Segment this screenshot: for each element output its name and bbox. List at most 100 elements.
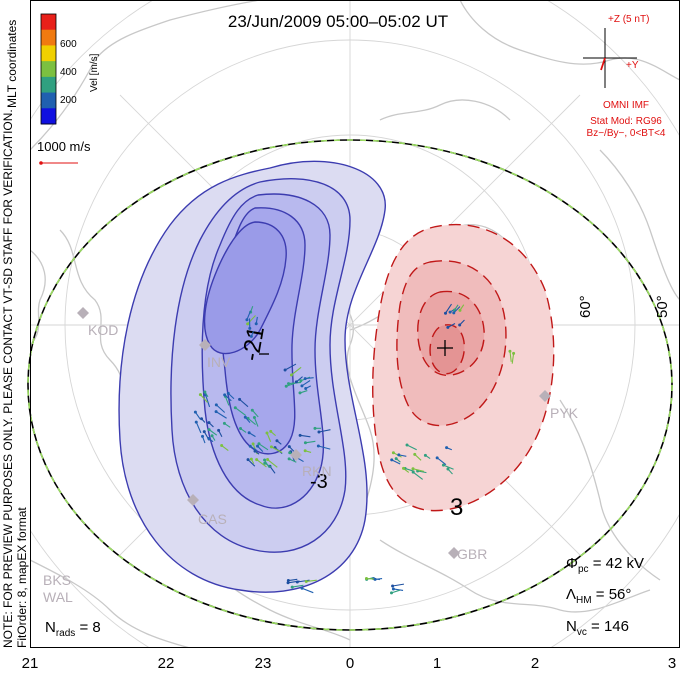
velocity-vector (300, 434, 311, 438)
colorbar-swatches (41, 14, 56, 125)
velocity-vector (306, 579, 317, 583)
velocity-vector-origin (249, 334, 253, 338)
coordinates-label: MLT coordinates (5, 20, 19, 108)
velocity-vector (406, 444, 417, 451)
velocity-vector-origin (458, 323, 462, 327)
contour-label-pos: 3 (450, 494, 463, 521)
imf-vector (600, 57, 606, 71)
velocity-vector-origin (265, 431, 269, 435)
imf-source-label: OMNI IMF (603, 100, 649, 111)
velocity-vector (305, 440, 316, 444)
mlt-axis: 21 22 23 0 1 2 3 (22, 655, 677, 672)
velocity-vector (392, 583, 405, 587)
velocity-vector-origin (202, 430, 206, 434)
mlt-label-2: 2 (531, 655, 539, 672)
velocity-vector (509, 351, 512, 362)
imf-condition-label: Bz−/By−, 0<BT<4 (587, 128, 666, 139)
velocity-vector-origin (287, 382, 291, 386)
station-marker (199, 339, 211, 351)
velocity-vector-origin (214, 410, 218, 414)
svg-text:Nvc = 146: Nvc = 146 (566, 618, 629, 638)
velocity-vector-origin (304, 580, 308, 584)
velocity-vector-origin (303, 449, 307, 453)
colorbar-swatch (41, 92, 56, 109)
stats-phi-pc: Φpc = 42 kV (566, 555, 644, 575)
velocity-vector-origin (255, 458, 259, 462)
velocity-vector-origin (269, 429, 273, 433)
velocity-vector (208, 429, 218, 436)
velocity-vector-origin (263, 458, 267, 462)
velocity-vector-origin (243, 415, 247, 419)
colorbar-tick-200: 200 (60, 95, 77, 106)
velocity-vector (256, 459, 267, 468)
velocity-vector-origin (391, 584, 395, 588)
station-label-inv: INV (207, 354, 231, 370)
colorbar-swatch (41, 14, 56, 31)
velocity-vector-origin (248, 444, 252, 448)
velocity-vector-origin (222, 421, 226, 425)
mlt-label-21: 21 (22, 655, 39, 672)
velocity-vector-origin (394, 457, 398, 461)
velocity-vector-origin (263, 461, 267, 465)
velocity-vector-origin (286, 581, 290, 585)
velocity-vector-origin (452, 311, 456, 315)
svg-text:Φpc = 42 kV: Φpc = 42 kV (566, 555, 644, 575)
velocity-vector-origin (389, 591, 393, 595)
colorbar-frame (40, 13, 57, 125)
colorbar-swatch (41, 108, 56, 125)
station-marker (187, 494, 199, 506)
imf-model-label: Stat Mod: RG96 (590, 116, 662, 127)
mlt-label-22: 22 (158, 655, 175, 672)
mlt-label-3: 3 (668, 655, 676, 672)
velocity-vector (318, 445, 331, 450)
velocity-vector-origin (391, 587, 395, 591)
velocity-vector-origin (446, 467, 450, 471)
velocity-vector-origin (405, 443, 409, 447)
stats-n-rads-value: 8 (92, 619, 100, 636)
velocity-vector-origin (290, 585, 294, 589)
velocity-vector-origin (411, 470, 415, 474)
velocity-vector-origin (445, 446, 449, 450)
velocity-vector-origin (217, 428, 221, 432)
velocity-vector (246, 310, 252, 320)
latitude-label-50: 50° (654, 295, 671, 318)
velocity-vector-origin (269, 445, 273, 449)
stats-n-vc-value: 146 (604, 618, 629, 635)
velocity-vector-origin (207, 421, 211, 425)
vector-scale-label: 1000 m/s (37, 139, 91, 154)
station-marker (539, 390, 551, 402)
velocity-vector-origin (423, 453, 427, 457)
velocity-vector-origin (198, 393, 202, 397)
velocity-vector-origin (289, 373, 293, 377)
contour-label-neg2: -3 (310, 471, 328, 493)
velocity-vector (247, 417, 256, 426)
velocity-vector (412, 468, 425, 472)
velocity-vector (271, 446, 283, 454)
velocity-vector-origin (223, 393, 227, 397)
velocity-vector-origin (287, 457, 291, 461)
velocity-vector-origin (220, 444, 224, 448)
velocity-vector (195, 421, 202, 434)
velocity-vector (258, 443, 269, 451)
velocity-vector-origin (288, 451, 292, 455)
contour-label-neg1: -21 (237, 324, 270, 363)
velocity-vector-origin (298, 391, 302, 395)
velocity-vector-origin (210, 434, 214, 438)
velocity-vector (234, 407, 247, 416)
velocity-vector-origin (207, 437, 211, 441)
velocity-vectors (193, 303, 516, 595)
velocity-vector-origin (256, 444, 260, 448)
velocity-vector (205, 394, 211, 408)
velocity-vector-origin (316, 444, 320, 448)
station-label-bks: BKS (43, 572, 71, 588)
velocity-vector (393, 588, 404, 591)
station-label-kod: KOD (88, 322, 118, 338)
velocity-vector-origin (448, 310, 452, 314)
potential-max-marker (437, 340, 453, 356)
velocity-vector (436, 457, 447, 466)
velocity-vector-origin (275, 439, 279, 443)
velocity-vector-origin (303, 377, 307, 381)
velocity-vector-origin (303, 441, 307, 445)
velocity-vector-origin (251, 442, 255, 446)
dawn-convection-cell (372, 223, 555, 512)
